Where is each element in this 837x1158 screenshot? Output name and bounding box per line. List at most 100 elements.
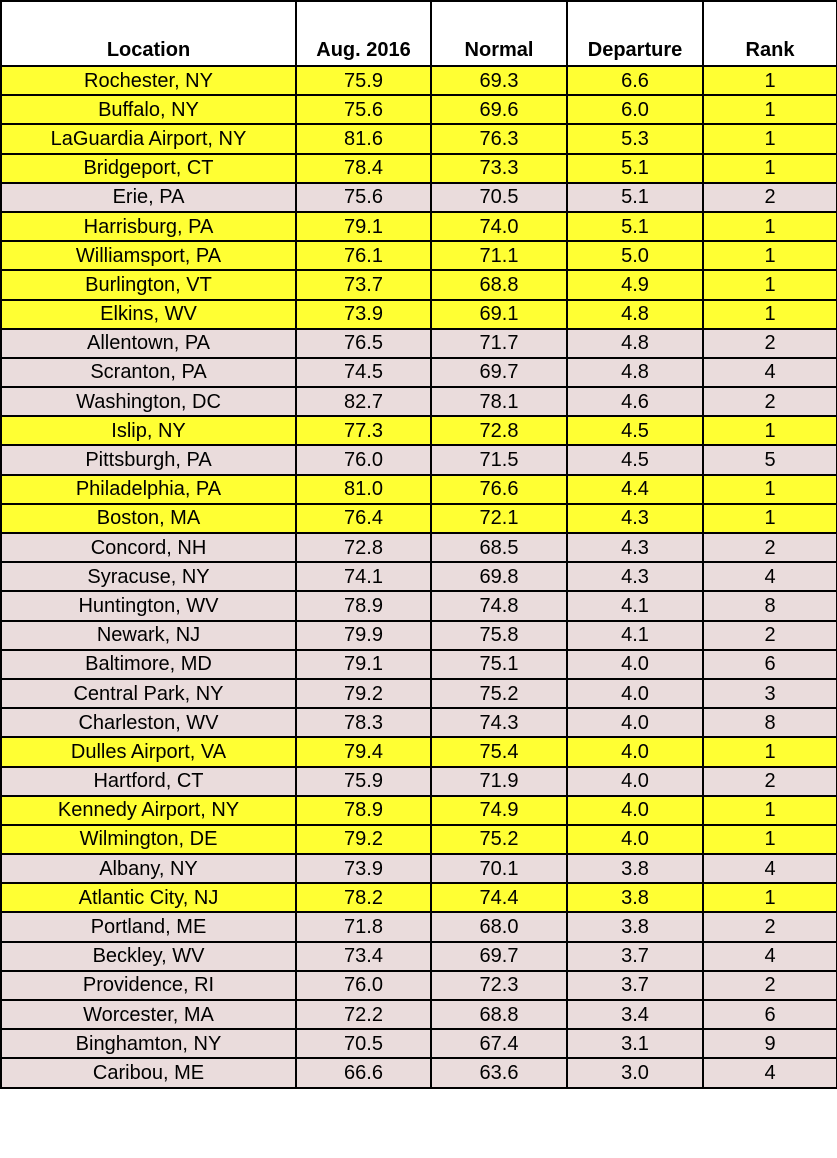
table-body: Rochester, NY 75.9 69.3 6.6 1 Buffalo, NY 75.6… (0, 64, 837, 1089)
header-aug-2016: Aug. 2016 (295, 0, 432, 67)
cell-location: Dulles Airport, VA (0, 736, 297, 768)
cell-rank: 1 (702, 415, 837, 447)
cell-departure: 4.9 (566, 269, 704, 301)
table-row: Boston, MA 76.4 72.1 4.3 1 (0, 502, 837, 535)
cell-aug-2016: 78.2 (295, 882, 432, 914)
cell-rank: 6 (702, 648, 837, 680)
cell-normal: 69.8 (430, 561, 568, 593)
cell-rank: 2 (702, 327, 837, 359)
cell-aug-2016: 78.9 (295, 794, 432, 826)
cell-aug-2016: 78.3 (295, 707, 432, 739)
header-normal: Normal (430, 0, 568, 67)
cell-location: Charleston, WV (0, 707, 297, 739)
cell-normal: 69.7 (430, 940, 568, 972)
cell-rank: 4 (702, 940, 837, 972)
table-row: Williamsport, PA 76.1 71.1 5.0 1 (0, 240, 837, 272)
cell-departure: 4.8 (566, 298, 704, 330)
cell-normal: 63.6 (430, 1057, 568, 1089)
table-row: Albany, NY 73.9 70.1 3.8 4 (0, 853, 837, 885)
cell-location: Rochester, NY (0, 64, 297, 97)
cell-aug-2016: 81.0 (295, 473, 432, 505)
cell-rank: 4 (702, 853, 837, 885)
cell-departure: 4.4 (566, 473, 704, 505)
table-row: Beckley, WV 73.4 69.7 3.7 4 (0, 940, 837, 972)
cell-rank: 1 (702, 240, 837, 272)
cell-rank: 1 (702, 152, 837, 184)
cell-departure: 5.3 (566, 123, 704, 155)
cell-rank: 6 (702, 998, 837, 1031)
cell-departure: 3.7 (566, 969, 704, 1002)
table-row: Hartford, CT 75.9 71.9 4.0 2 (0, 765, 837, 797)
cell-location: Wilmington, DE (0, 823, 297, 856)
cell-aug-2016: 76.5 (295, 327, 432, 359)
cell-location: Buffalo, NY (0, 94, 297, 126)
cell-location: Worcester, MA (0, 998, 297, 1031)
cell-rank: 4 (702, 561, 837, 593)
cell-aug-2016: 76.0 (295, 444, 432, 476)
cell-normal: 70.1 (430, 853, 568, 885)
cell-location: Concord, NH (0, 531, 297, 564)
cell-departure: 6.6 (566, 64, 704, 97)
cell-normal: 68.8 (430, 998, 568, 1031)
cell-departure: 4.5 (566, 415, 704, 447)
cell-departure: 4.8 (566, 356, 704, 389)
cell-departure: 4.1 (566, 590, 704, 622)
cell-departure: 4.0 (566, 823, 704, 856)
cell-departure: 5.1 (566, 210, 704, 243)
cell-rank: 1 (702, 823, 837, 856)
cell-aug-2016: 79.4 (295, 736, 432, 768)
cell-normal: 74.4 (430, 882, 568, 914)
cell-departure: 6.0 (566, 94, 704, 126)
cell-location: Erie, PA (0, 181, 297, 213)
cell-location: Albany, NY (0, 853, 297, 885)
cell-departure: 5.1 (566, 181, 704, 213)
table-row: Concord, NH 72.8 68.5 4.3 2 (0, 531, 837, 564)
cell-departure: 5.1 (566, 152, 704, 184)
cell-aug-2016: 75.9 (295, 765, 432, 797)
cell-aug-2016: 75.9 (295, 64, 432, 97)
cell-aug-2016: 74.1 (295, 561, 432, 593)
cell-departure: 3.4 (566, 998, 704, 1031)
cell-normal: 73.3 (430, 152, 568, 184)
cell-aug-2016: 79.9 (295, 619, 432, 651)
cell-aug-2016: 75.6 (295, 181, 432, 213)
header-rank: Rank (702, 0, 837, 67)
cell-normal: 68.5 (430, 531, 568, 564)
cell-normal: 75.8 (430, 619, 568, 651)
cell-location: Philadelphia, PA (0, 473, 297, 505)
cell-location: Huntington, WV (0, 590, 297, 622)
cell-departure: 4.8 (566, 327, 704, 359)
cell-location: Pittsburgh, PA (0, 444, 297, 476)
cell-departure: 3.0 (566, 1057, 704, 1089)
cell-rank: 1 (702, 794, 837, 826)
cell-location: LaGuardia Airport, NY (0, 123, 297, 155)
cell-normal: 75.2 (430, 677, 568, 710)
table-row: Erie, PA 75.6 70.5 5.1 2 (0, 181, 837, 213)
table-row: Pittsburgh, PA 76.0 71.5 4.5 5 (0, 444, 837, 476)
cell-location: Baltimore, MD (0, 648, 297, 680)
cell-normal: 67.4 (430, 1028, 568, 1060)
cell-aug-2016: 79.2 (295, 677, 432, 710)
cell-aug-2016: 73.4 (295, 940, 432, 972)
cell-normal: 75.2 (430, 823, 568, 856)
cell-location: Newark, NJ (0, 619, 297, 651)
cell-location: Scranton, PA (0, 356, 297, 389)
cell-departure: 4.3 (566, 531, 704, 564)
cell-aug-2016: 66.6 (295, 1057, 432, 1089)
table-row: Providence, RI 76.0 72.3 3.7 2 (0, 969, 837, 1002)
cell-aug-2016: 73.7 (295, 269, 432, 301)
table-row: Huntington, WV 78.9 74.8 4.1 8 (0, 590, 837, 622)
cell-location: Central Park, NY (0, 677, 297, 710)
cell-normal: 74.3 (430, 707, 568, 739)
table-row: Syracuse, NY 74.1 69.8 4.3 4 (0, 561, 837, 593)
cell-rank: 2 (702, 619, 837, 651)
table-row: Islip, NY 77.3 72.8 4.5 1 (0, 415, 837, 447)
cell-normal: 71.9 (430, 765, 568, 797)
table-row: Newark, NJ 79.9 75.8 4.1 2 (0, 619, 837, 651)
cell-aug-2016: 71.8 (295, 911, 432, 943)
cell-departure: 4.0 (566, 765, 704, 797)
cell-rank: 2 (702, 531, 837, 564)
table-row: Scranton, PA 74.5 69.7 4.8 4 (0, 356, 837, 389)
cell-normal: 76.6 (430, 473, 568, 505)
cell-departure: 4.0 (566, 707, 704, 739)
